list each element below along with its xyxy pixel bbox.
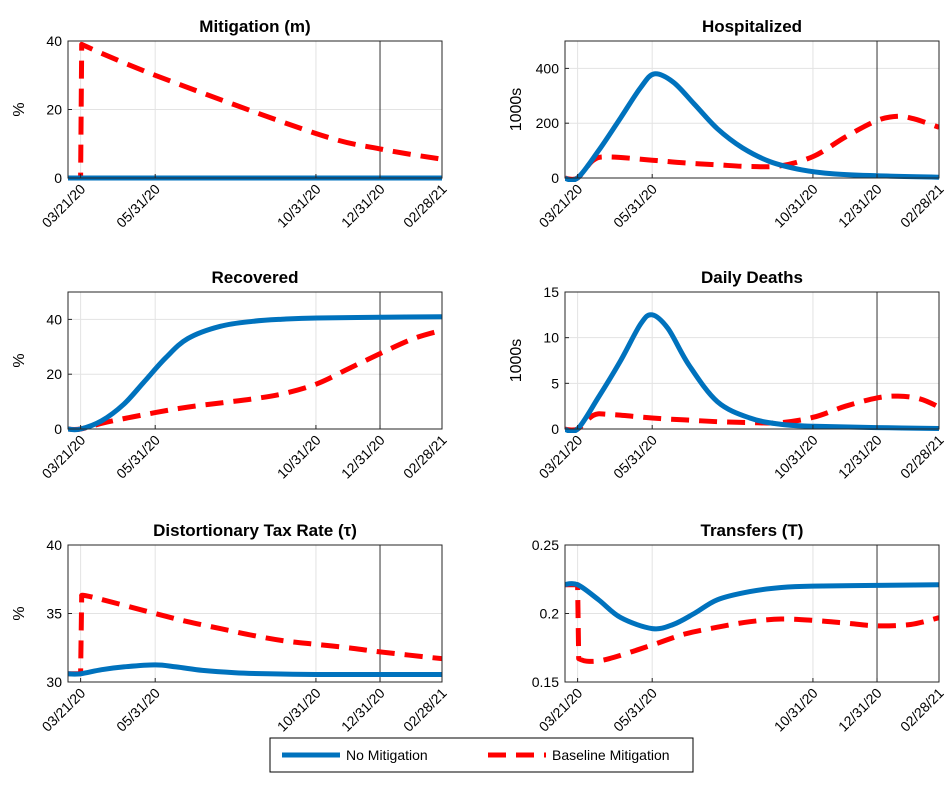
- y-axis-label: %: [11, 102, 28, 116]
- x-tick-label: 05/31/20: [610, 685, 660, 735]
- y-tick-label: 20: [46, 366, 62, 382]
- panel-title: Mitigation (m): [199, 17, 310, 36]
- x-tick-label: 12/31/20: [835, 432, 885, 482]
- panel-title: Recovered: [212, 268, 299, 287]
- x-tick-label: 03/21/20: [39, 181, 89, 231]
- x-tick-label: 02/28/21: [897, 432, 946, 482]
- y-axis-label: %: [11, 353, 28, 367]
- x-tick-label: 03/21/20: [39, 685, 89, 735]
- y-tick-label: 0: [54, 170, 62, 186]
- y-tick-label: 40: [46, 311, 62, 327]
- series-line-baseline-mitigation: [68, 327, 442, 432]
- panel-title: Distortionary Tax Rate (τ): [153, 521, 357, 540]
- y-tick-label: 400: [536, 60, 560, 76]
- panel-daily-deaths: 0 5 10 15 03/21/20 05/31/20 10/31/20 12/31/20 02…: [508, 268, 946, 482]
- series-line-no-mitigation: [565, 71, 939, 182]
- y-tick-label: 40: [46, 537, 62, 553]
- x-tick-label: 12/31/20: [835, 685, 885, 735]
- x-tick-label: 12/31/20: [835, 181, 885, 231]
- y-tick-label: 0: [551, 170, 559, 186]
- series-line-baseline-mitigation: [565, 113, 939, 182]
- panel-title: Daily Deaths: [701, 268, 803, 287]
- panel-recovered: 0 20 40 03/21/20 05/31/20 10/31/20 12/31/20 02/…: [11, 268, 450, 482]
- y-axis-label: 1000s: [508, 339, 525, 383]
- axes-box: [564, 291, 940, 430]
- x-tick-label: 05/31/20: [113, 432, 163, 482]
- x-tick-label: 12/31/20: [338, 685, 388, 735]
- y-tick-label: 15: [543, 284, 559, 300]
- x-tick-label: 05/31/20: [113, 685, 163, 735]
- x-tick-label: 03/21/20: [536, 432, 586, 482]
- x-tick-label: 02/28/21: [897, 685, 946, 735]
- series-line-no-mitigation: [565, 581, 939, 632]
- x-tick-label: 02/28/21: [400, 432, 450, 482]
- y-tick-label: 20: [46, 102, 62, 118]
- axes-box: [564, 40, 940, 179]
- x-tick-label: 03/21/20: [39, 432, 89, 482]
- panel-title: Transfers (T): [701, 521, 804, 540]
- y-tick-label: 0: [551, 421, 559, 437]
- y-tick-label: 0.15: [532, 674, 559, 690]
- y-axis-label: %: [11, 606, 28, 620]
- y-tick-label: 5: [551, 375, 559, 391]
- series-line-baseline-mitigation: [565, 393, 939, 433]
- x-tick-label: 12/31/20: [338, 432, 388, 482]
- panel-hospitalized: 0 200 400 03/21/20 05/31/20 10/31/20 12/31/20 0…: [508, 17, 946, 231]
- y-tick-label: 10: [543, 330, 559, 346]
- panel-tax-rate: 30 35 40 03/21/20 05/31/20 10/31/20 12/31/20 02…: [11, 521, 450, 735]
- x-tick-label: 02/28/21: [897, 181, 946, 231]
- y-tick-label: 30: [46, 674, 62, 690]
- x-tick-label: 10/31/20: [771, 432, 821, 482]
- x-tick-label: 10/31/20: [274, 432, 324, 482]
- x-tick-label: 03/21/20: [536, 685, 586, 735]
- y-tick-label: 0: [54, 421, 62, 437]
- series-line-baseline-mitigation: [68, 592, 442, 677]
- legend: No Mitigation Baseline Mitigation: [269, 737, 694, 773]
- x-tick-label: 03/21/20: [536, 181, 586, 231]
- y-axis-label: 1000s: [508, 88, 525, 132]
- y-tick-label: 200: [536, 115, 560, 131]
- y-tick-label: 35: [46, 606, 62, 622]
- series-line-no-mitigation: [68, 662, 442, 678]
- panel-mitigation: 0 20 40 03/21/20 05/31/20 10/31/20 12/31/20 02/…: [11, 17, 450, 231]
- x-tick-label: 12/31/20: [338, 181, 388, 231]
- y-tick-label: 40: [46, 33, 62, 49]
- y-tick-label: 0.2: [540, 606, 560, 622]
- x-tick-label: 10/31/20: [274, 181, 324, 231]
- panel-transfers: 0.15 0.2 0.25 03/21/20 05/31/20 10/31/20 12/31…: [532, 521, 946, 735]
- axes-box: [67, 291, 443, 430]
- panel-title: Hospitalized: [702, 17, 802, 36]
- series-line-no-mitigation: [565, 312, 939, 433]
- plot-area: [68, 292, 442, 429]
- x-tick-label: 10/31/20: [771, 181, 821, 231]
- legend-box: [269, 737, 694, 773]
- x-tick-label: 05/31/20: [610, 181, 660, 231]
- x-tick-label: 10/31/20: [274, 685, 324, 735]
- legend-label-no-mitigation: No Mitigation: [346, 747, 428, 763]
- x-tick-label: 02/28/21: [400, 181, 450, 231]
- y-tick-label: 0.25: [532, 537, 559, 553]
- x-tick-label: 05/31/20: [610, 432, 660, 482]
- legend-label-baseline-mitigation: Baseline Mitigation: [552, 747, 670, 763]
- series-line-baseline-mitigation: [565, 582, 939, 664]
- x-tick-label: 05/31/20: [113, 181, 163, 231]
- series-line-no-mitigation: [68, 314, 442, 433]
- x-tick-label: 10/31/20: [771, 685, 821, 735]
- x-tick-label: 02/28/21: [400, 685, 450, 735]
